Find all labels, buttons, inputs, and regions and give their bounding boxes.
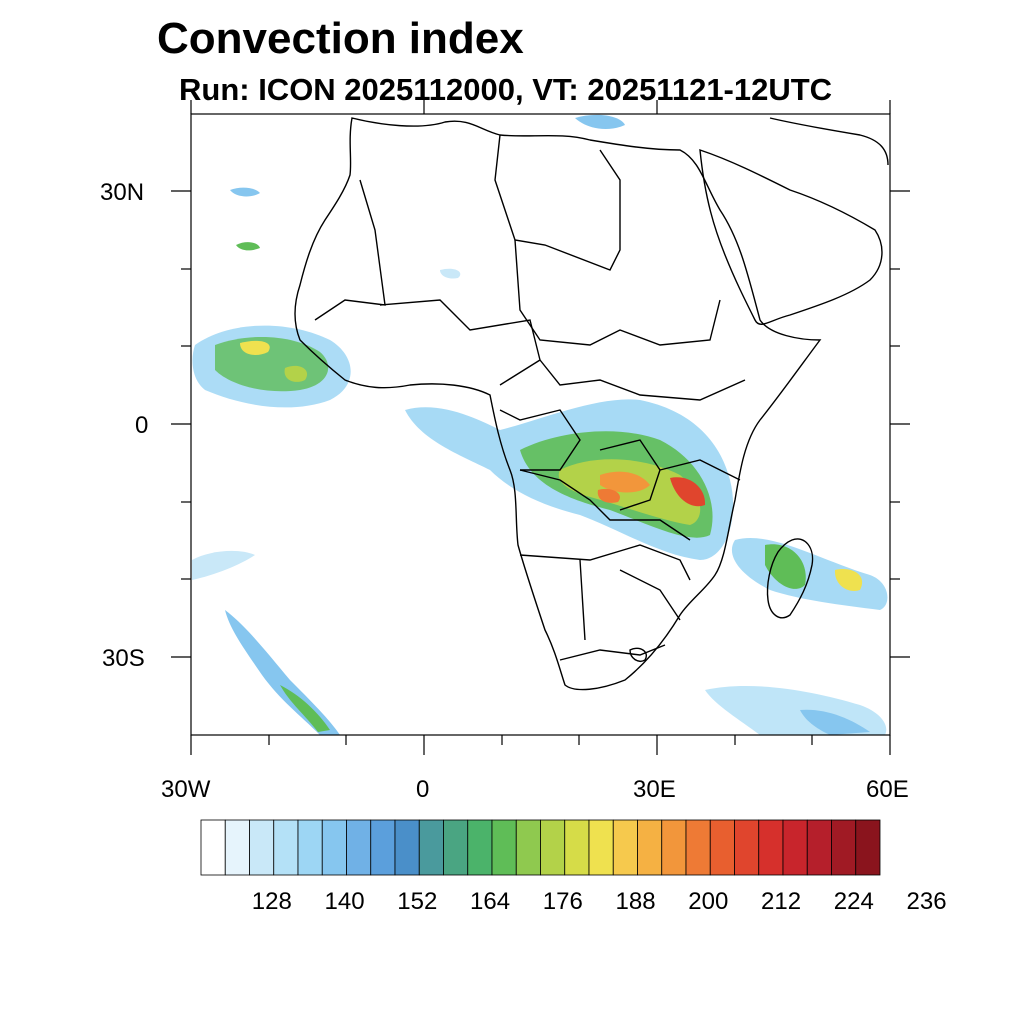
colorbar-label: 188	[615, 888, 656, 915]
lat-label-30s: 30S	[102, 645, 145, 672]
colorbar-label: 140	[324, 888, 365, 915]
colorbar-swatch	[200, 819, 226, 876]
colorbar-swatch	[491, 819, 517, 876]
colorbar-swatch	[394, 819, 420, 876]
colorbar-swatch	[418, 819, 444, 876]
colorbar-swatch	[467, 819, 493, 876]
colorbar-label: 200	[688, 888, 729, 915]
colorbar-label: 176	[542, 888, 583, 915]
colorbar-swatch	[443, 819, 469, 876]
colorbar-swatch	[734, 819, 760, 876]
run-subtitle: Run: ICON 2025112000, VT: 20251121-12UTC	[179, 72, 833, 107]
map-title: Convection index	[157, 14, 524, 63]
axis-ticks	[171, 100, 910, 755]
lon-label-0: 0	[416, 776, 430, 803]
colorbar-swatch	[588, 819, 614, 876]
colorbar-label: 236	[906, 888, 947, 915]
colorbar-swatch	[685, 819, 711, 876]
coastlines	[294, 117, 889, 691]
colorbar-swatch	[564, 819, 590, 876]
colorbar-swatch	[515, 819, 541, 876]
colorbar-swatch	[782, 819, 808, 876]
colorbar-swatch	[855, 819, 881, 876]
colorbar-swatch	[249, 819, 275, 876]
colorbar-swatch	[612, 819, 638, 876]
lon-label-30e: 30E	[633, 776, 676, 803]
lat-label-30n: 30N	[100, 179, 145, 206]
africa-coastline	[294, 117, 822, 691]
convection-field	[192, 114, 888, 735]
colorbar-label: 164	[470, 888, 511, 915]
colorbar-label: 224	[833, 888, 874, 915]
arabian-peninsula	[699, 148, 883, 325]
convection-cluster-south-atlantic	[225, 610, 340, 735]
madagascar-coastline	[766, 538, 814, 619]
colorbar-swatch	[321, 819, 347, 876]
colorbar-swatch	[346, 819, 372, 876]
colorbar-label: 128	[251, 888, 292, 915]
colorbar-swatch	[831, 819, 857, 876]
lat-label-0: 0	[135, 412, 149, 439]
colorbar-swatch	[806, 819, 832, 876]
lon-label-60e: 60E	[866, 776, 909, 803]
lon-label-30w: 30W	[161, 776, 211, 803]
colorbar-swatch	[370, 819, 396, 876]
colorbar-swatch	[297, 819, 323, 876]
colorbar-swatch	[273, 819, 299, 876]
colorbar-swatch	[661, 819, 687, 876]
colorbar-swatch	[540, 819, 566, 876]
colorbar-swatch	[709, 819, 735, 876]
colorbar-label: 152	[397, 888, 438, 915]
colorbar-label: 212	[761, 888, 802, 915]
colorbar-swatch	[637, 819, 663, 876]
colorbar-swatch	[224, 819, 250, 876]
colorbar-swatch	[758, 819, 784, 876]
